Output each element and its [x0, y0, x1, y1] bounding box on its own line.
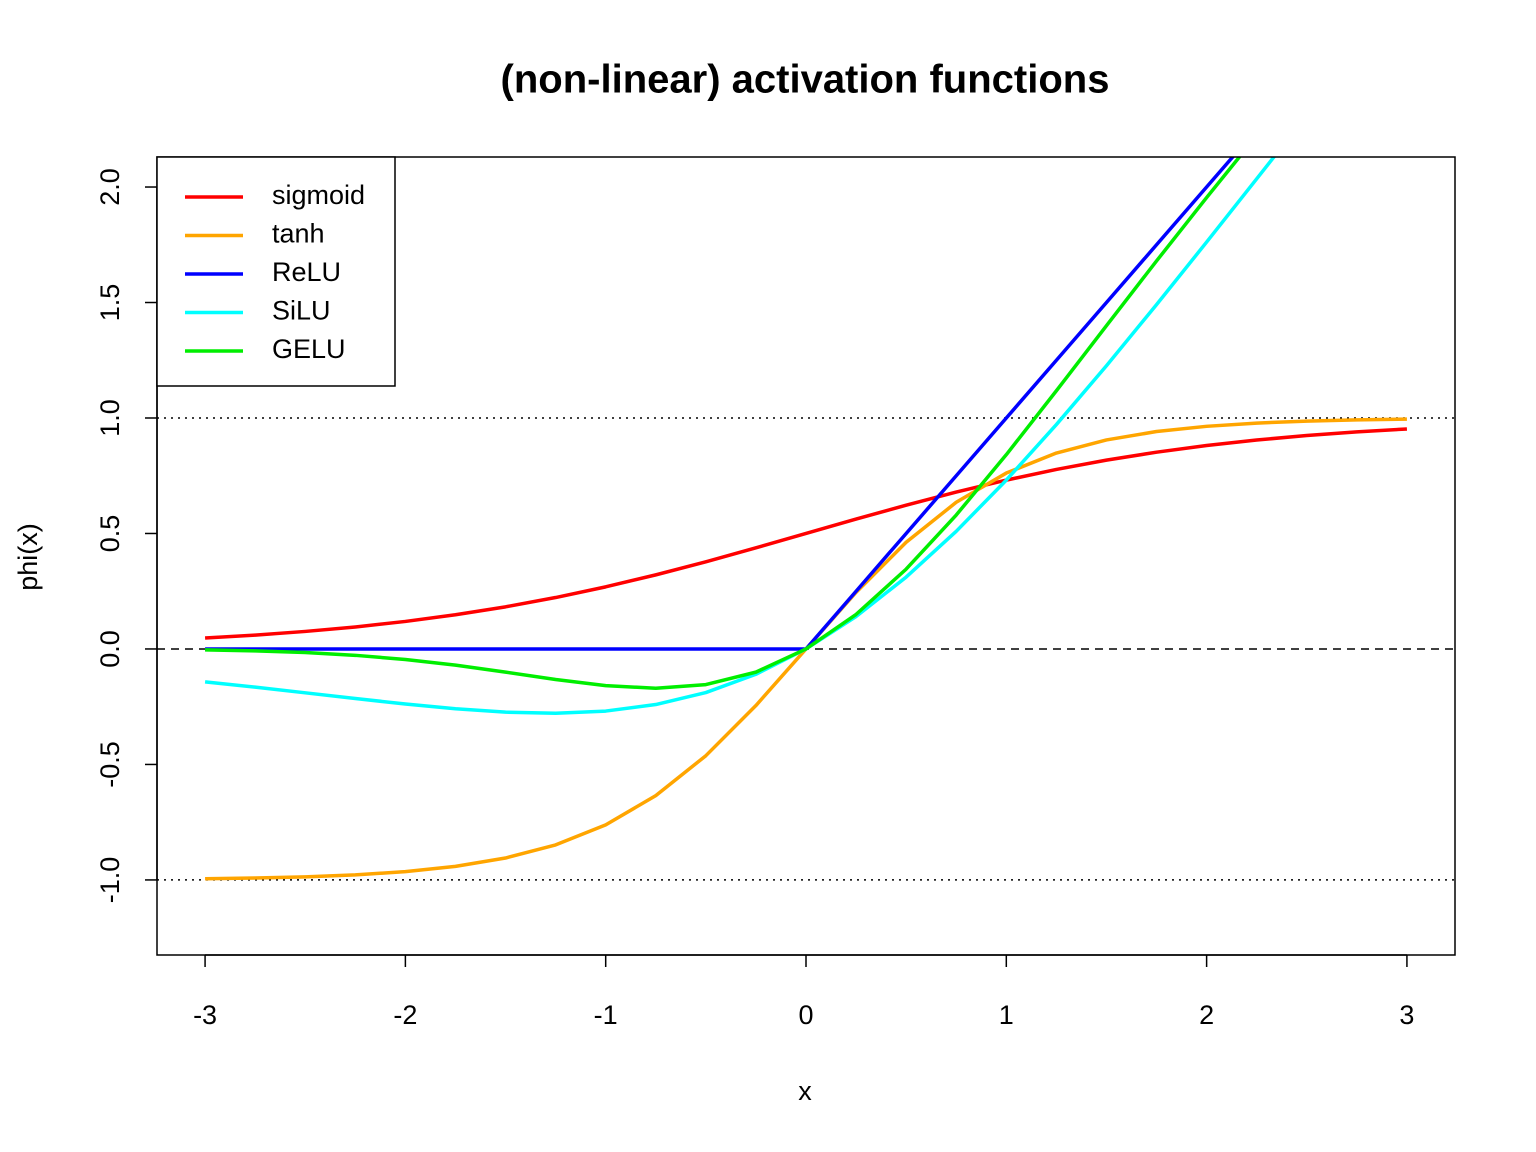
y-tick-label: -0.5 [95, 741, 125, 788]
y-axis-label: phi(x) [13, 523, 43, 591]
x-tick-label: -2 [393, 1000, 417, 1030]
y-tick-label: 0.5 [95, 515, 125, 553]
legend-label: sigmoid [272, 180, 365, 210]
legend-label: GELU [272, 334, 346, 364]
legend-label: tanh [272, 219, 325, 249]
x-tick-label: 0 [798, 1000, 813, 1030]
x-tick-label: 1 [999, 1000, 1014, 1030]
legend: sigmoid tanh ReLU SiLU GELU [156, 156, 396, 387]
y-tick-label: 2.0 [95, 168, 125, 206]
legend-label: ReLU [272, 257, 341, 287]
x-tick-label: -1 [594, 1000, 618, 1030]
chart-title: (non-linear) activation functions [501, 58, 1110, 102]
x-tick-label: 3 [1399, 1000, 1414, 1030]
y-tick-label: 0.0 [95, 630, 125, 668]
x-tick-label: -3 [193, 1000, 217, 1030]
y-tick-label: 1.5 [95, 284, 125, 322]
legend-label: SiLU [272, 296, 331, 326]
series-line [205, 157, 1242, 690]
legend-box [156, 156, 396, 387]
plot-area [157, 157, 1455, 881]
y-tick-label: 1.0 [95, 399, 125, 437]
y-tick-label: -1.0 [95, 857, 125, 904]
x-axis-label: x [798, 1076, 812, 1106]
series-line [204, 427, 1408, 640]
x-tick-label: 2 [1199, 1000, 1214, 1030]
